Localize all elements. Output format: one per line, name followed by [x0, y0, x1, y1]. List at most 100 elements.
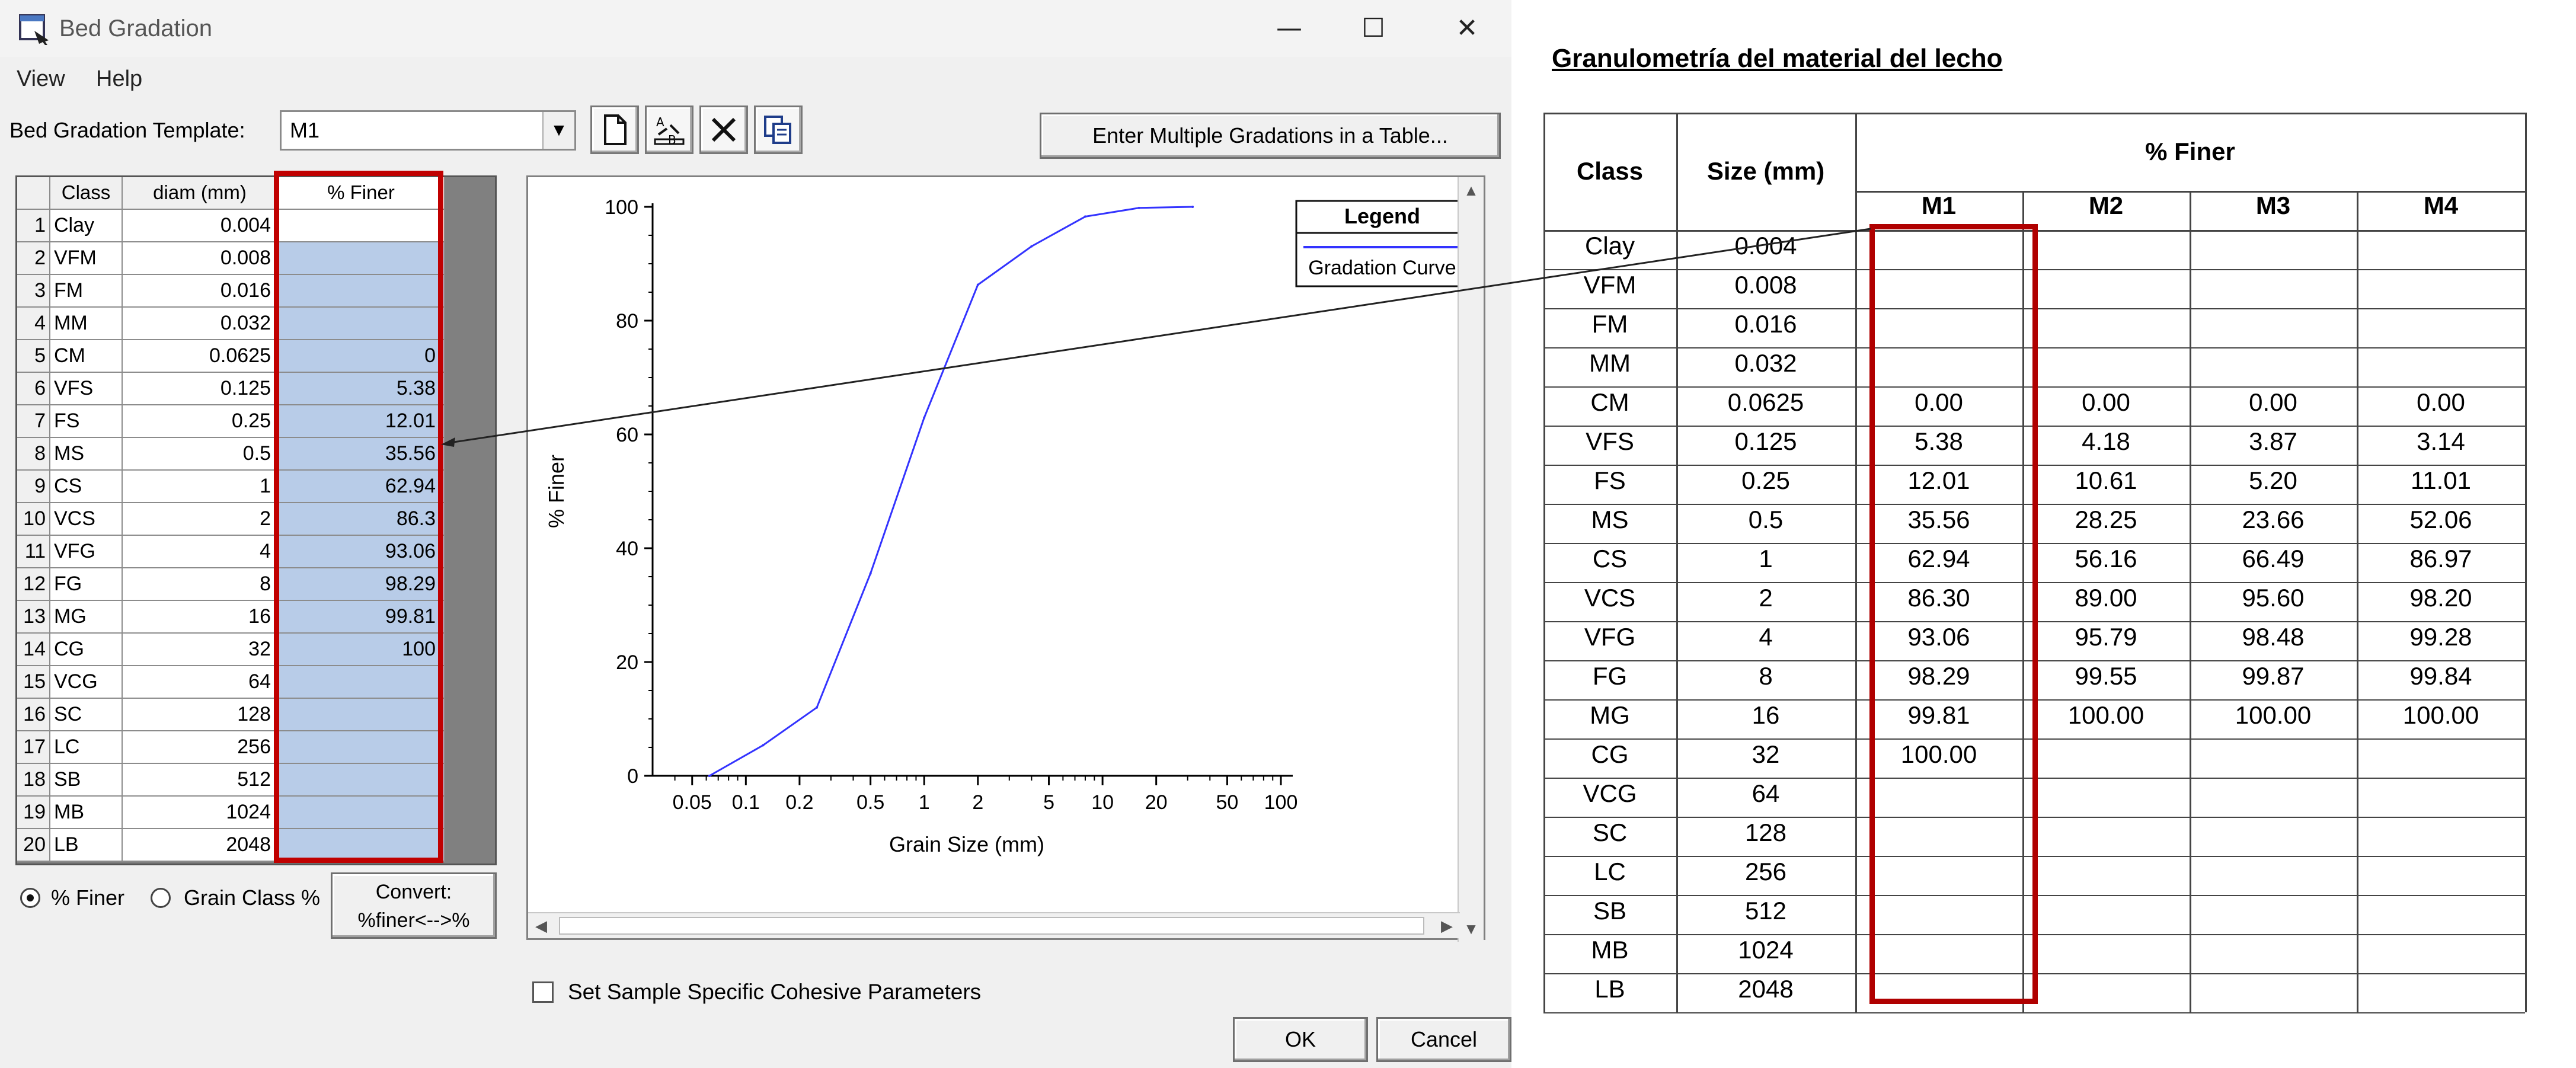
- sheet-value-cell[interactable]: [2022, 774, 2190, 813]
- scroll-down-icon[interactable]: ▼: [1463, 920, 1479, 938]
- sheet-size-cell[interactable]: 1: [1759, 545, 1773, 573]
- sheet-header-sample[interactable]: M2: [2088, 191, 2124, 219]
- finer-cell[interactable]: 98.29: [278, 568, 445, 601]
- diam-cell[interactable]: 0.5: [123, 438, 278, 471]
- class-cell[interactable]: MB: [50, 797, 123, 829]
- sheet-value-cell[interactable]: 3.14: [2417, 427, 2465, 455]
- sheet-size-cell[interactable]: 2048: [1738, 975, 1794, 1003]
- class-cell[interactable]: FG: [50, 568, 123, 601]
- close-icon[interactable]: ✕: [1456, 13, 1478, 43]
- sheet-class-cell[interactable]: LB: [1594, 975, 1625, 1003]
- sheet-class-cell[interactable]: CG: [1591, 740, 1629, 768]
- sheet-value-cell[interactable]: 98.29: [1907, 662, 1970, 690]
- finer-cell[interactable]: [278, 666, 445, 699]
- sheet-size-cell[interactable]: 8: [1759, 662, 1773, 690]
- class-cell[interactable]: LB: [50, 829, 123, 862]
- sheet-size-cell[interactable]: 128: [1744, 818, 1787, 846]
- diam-cell[interactable]: 0.125: [123, 373, 278, 405]
- sheet-header-finer[interactable]: % Finer: [2145, 138, 2235, 165]
- sheet-header-sample[interactable]: M3: [2255, 191, 2291, 219]
- sheet-value-cell[interactable]: 98.48: [2242, 623, 2305, 651]
- class-cell[interactable]: VFS: [50, 373, 123, 405]
- sheet-value-cell[interactable]: [2357, 970, 2525, 1009]
- sheet-size-cell[interactable]: 512: [1744, 897, 1787, 925]
- sheet-header-sample[interactable]: M4: [2423, 191, 2459, 219]
- sheet-value-cell[interactable]: [2357, 891, 2525, 930]
- class-cell[interactable]: VCS: [50, 503, 123, 536]
- sheet-value-cell[interactable]: [2022, 344, 2190, 383]
- diam-cell[interactable]: 32: [123, 634, 278, 666]
- class-cell[interactable]: MS: [50, 438, 123, 471]
- sheet-class-cell[interactable]: CS: [1592, 545, 1628, 573]
- sheet-size-cell[interactable]: 0.004: [1734, 232, 1797, 260]
- sheet-size-cell[interactable]: 0.0625: [1727, 388, 1804, 416]
- sheet-value-cell[interactable]: [2022, 852, 2190, 891]
- sheet-value-cell[interactable]: 23.66: [2242, 506, 2305, 533]
- sheet-value-cell[interactable]: [2357, 774, 2525, 813]
- sheet-size-cell[interactable]: 0.25: [1741, 466, 1790, 494]
- sheet-value-cell[interactable]: 28.25: [2075, 506, 2137, 533]
- class-cell[interactable]: CG: [50, 634, 123, 666]
- sheet-value-cell[interactable]: 100.00: [2067, 701, 2144, 729]
- class-cell[interactable]: FS: [50, 405, 123, 438]
- sheet-class-cell[interactable]: FG: [1592, 662, 1628, 690]
- sheet-size-cell[interactable]: 1024: [1738, 936, 1794, 964]
- multiple-gradations-button[interactable]: Enter Multiple Gradations in a Table...: [1040, 113, 1501, 159]
- sheet-value-cell[interactable]: [2022, 735, 2190, 774]
- sheet-class-cell[interactable]: MB: [1591, 936, 1629, 964]
- sheet-value-cell[interactable]: [2022, 970, 2190, 1009]
- sheet-value-cell[interactable]: 100.00: [2402, 701, 2479, 729]
- class-cell[interactable]: SC: [50, 699, 123, 731]
- sheet-value-cell[interactable]: 12.01: [1907, 466, 1970, 494]
- sheet-value-cell[interactable]: [2357, 344, 2525, 383]
- sheet-value-cell[interactable]: [2357, 930, 2525, 970]
- sheet-value-cell[interactable]: [2190, 852, 2357, 891]
- sheet-value-cell[interactable]: 66.49: [2242, 545, 2305, 573]
- sheet-value-cell[interactable]: 0.00: [2249, 388, 2297, 416]
- sheet-value-cell[interactable]: [2357, 813, 2525, 852]
- diam-cell[interactable]: 4: [123, 536, 278, 568]
- cohesive-checkbox[interactable]: [532, 981, 554, 1003]
- diam-cell[interactable]: 16: [123, 601, 278, 634]
- sheet-value-cell[interactable]: [2190, 930, 2357, 970]
- sheet-value-cell[interactable]: [2190, 344, 2357, 383]
- menu-help[interactable]: Help: [96, 66, 143, 91]
- sheet-class-cell[interactable]: VCS: [1584, 584, 1636, 612]
- sheet-value-cell[interactable]: [2190, 735, 2357, 774]
- sheet-class-cell[interactable]: MG: [1590, 701, 1630, 729]
- sheet-value-cell[interactable]: 95.60: [2242, 584, 2305, 612]
- finer-cell[interactable]: 86.3: [278, 503, 445, 536]
- sheet-size-cell[interactable]: 2: [1759, 584, 1773, 612]
- sheet-value-cell[interactable]: [2190, 813, 2357, 852]
- diam-cell[interactable]: 0.004: [123, 210, 278, 242]
- sheet-header-size[interactable]: Size (mm): [1706, 157, 1825, 185]
- sheet-class-cell[interactable]: CM: [1590, 388, 1629, 416]
- sheet-value-cell[interactable]: [2357, 305, 2525, 344]
- finer-cell[interactable]: [278, 275, 445, 308]
- sheet-value-cell[interactable]: 86.97: [2409, 545, 2472, 573]
- sheet-size-cell[interactable]: 0.5: [1748, 506, 1784, 533]
- finer-cell[interactable]: [278, 308, 445, 340]
- diam-cell[interactable]: 0.016: [123, 275, 278, 308]
- sheet-value-cell[interactable]: 0.00: [1915, 388, 1963, 416]
- class-cell[interactable]: CM: [50, 340, 123, 373]
- ok-button[interactable]: OK: [1233, 1017, 1368, 1062]
- sheet-size-cell[interactable]: 4: [1759, 623, 1773, 651]
- sheet-value-cell[interactable]: 95.79: [2075, 623, 2137, 651]
- finer-cell[interactable]: [278, 797, 445, 829]
- sheet-size-cell[interactable]: 64: [1752, 779, 1780, 807]
- finer-cell[interactable]: 0: [278, 340, 445, 373]
- sheet-value-cell[interactable]: 62.94: [1907, 545, 1970, 573]
- sheet-value-cell[interactable]: 52.06: [2409, 506, 2472, 533]
- sheet-value-cell[interactable]: 99.81: [1907, 701, 1970, 729]
- diam-cell[interactable]: 128: [123, 699, 278, 731]
- class-cell[interactable]: VFM: [50, 242, 123, 275]
- diam-cell[interactable]: 0.008: [123, 242, 278, 275]
- sheet-value-cell[interactable]: 56.16: [2075, 545, 2137, 573]
- sheet-size-cell[interactable]: 0.016: [1734, 310, 1797, 338]
- class-cell[interactable]: SB: [50, 764, 123, 797]
- finer-cell[interactable]: 62.94: [278, 471, 445, 503]
- diam-cell[interactable]: 0.0625: [123, 340, 278, 373]
- sheet-value-cell[interactable]: 99.55: [2075, 662, 2137, 690]
- new-template-button[interactable]: [590, 105, 639, 154]
